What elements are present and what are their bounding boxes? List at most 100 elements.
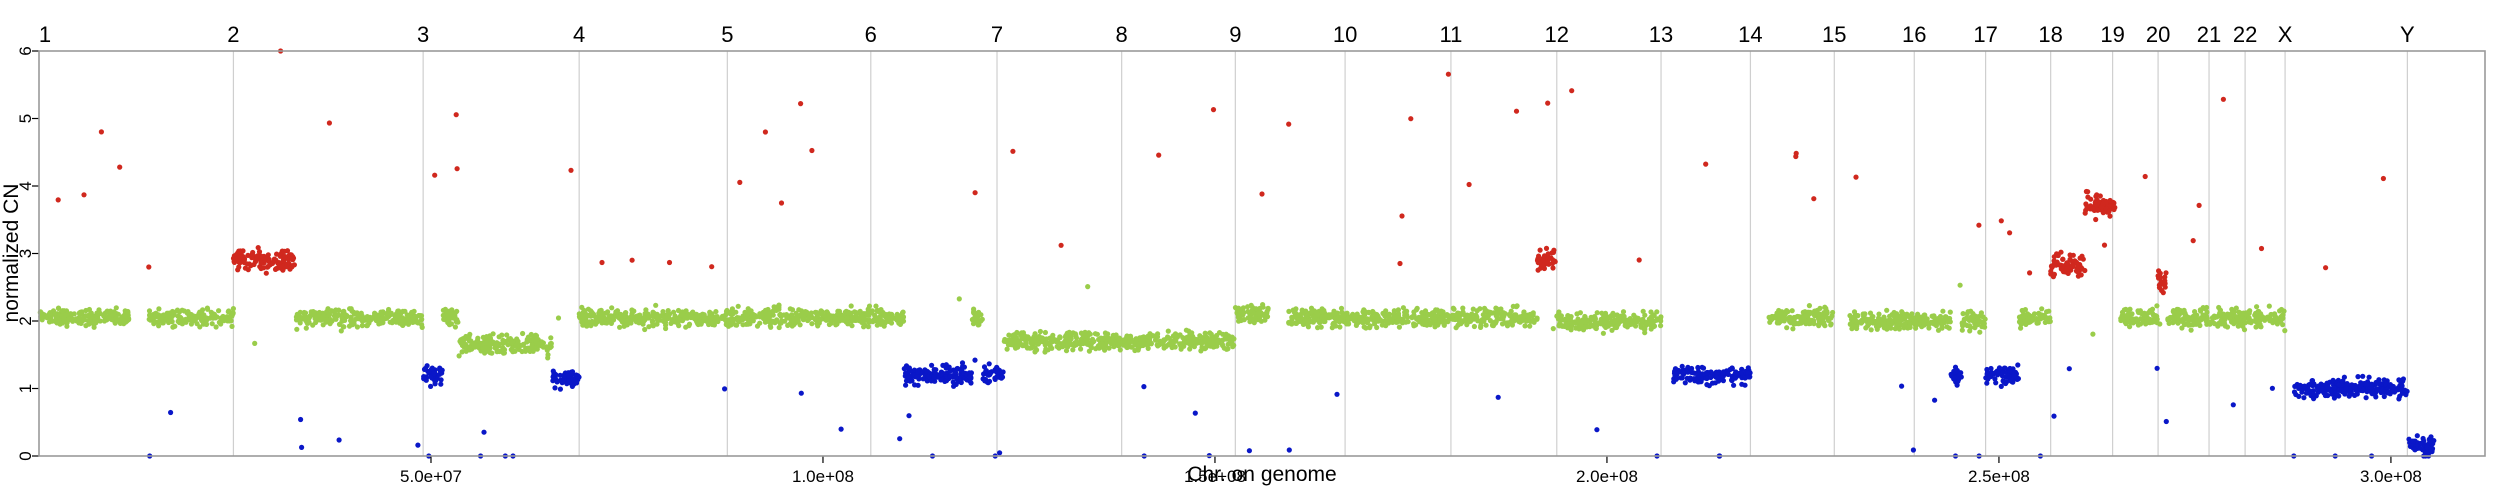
cn-point	[1884, 307, 1890, 313]
cn-point	[1351, 317, 1357, 324]
cn-point	[1562, 323, 1568, 329]
cn-point	[1425, 311, 1431, 317]
cn-point	[1729, 377, 1735, 383]
cn-point	[2107, 213, 2113, 219]
cn-point	[894, 311, 900, 317]
cn-point	[665, 310, 672, 316]
cn-point	[2138, 310, 2145, 317]
cn-point	[1700, 365, 1707, 371]
cn-point	[91, 324, 97, 330]
cn-point	[280, 258, 286, 264]
cn-point	[1610, 313, 1616, 319]
cn-point	[1603, 316, 1609, 322]
cn-point	[746, 319, 752, 325]
cn-point	[1642, 326, 1648, 332]
cn-point	[2069, 262, 2075, 268]
cn-point	[53, 315, 60, 321]
cn-point	[263, 270, 269, 276]
cn-point	[2301, 395, 2307, 401]
cn-point	[2024, 311, 2031, 317]
cn-point	[1817, 320, 1823, 326]
cn-point	[1562, 316, 1568, 322]
cn-point	[2011, 373, 2017, 379]
cn-point	[1022, 333, 1028, 339]
cn-point	[297, 320, 303, 326]
cn-point	[1080, 340, 1086, 347]
cn-point	[1960, 311, 1966, 317]
cn-point	[2051, 413, 2057, 419]
cn-point	[2080, 256, 2086, 262]
cn-point	[845, 310, 851, 316]
cn-point	[1534, 315, 1540, 321]
cn-point	[1377, 317, 1384, 323]
cn-point	[1136, 341, 1142, 347]
cn-point	[2302, 383, 2308, 389]
cn-point	[1729, 366, 1735, 372]
cn-point	[672, 319, 678, 325]
cn-point	[762, 129, 769, 135]
cn-point	[617, 324, 623, 330]
cn-point	[1445, 71, 1451, 77]
cn-point	[1977, 329, 1983, 335]
cn-point	[1209, 334, 1215, 340]
cn-point	[1063, 348, 1070, 354]
cn-point	[315, 313, 321, 319]
cn-point	[1037, 335, 1043, 341]
cn-point	[707, 311, 713, 317]
cn-point	[1262, 317, 1268, 323]
cn-point	[342, 312, 349, 318]
cn-point	[124, 313, 131, 319]
cn-point	[529, 344, 535, 350]
cn-point	[1921, 322, 1927, 328]
cn-point	[453, 112, 459, 118]
cn-point	[1961, 320, 1967, 326]
cn-point	[286, 252, 292, 259]
cn-point	[713, 309, 719, 315]
cn-point	[2278, 316, 2284, 322]
cn-point	[1545, 100, 1551, 106]
cn-point	[2224, 324, 2231, 330]
cn-point	[520, 330, 526, 337]
chromosome-label: 6	[865, 22, 877, 47]
cn-point	[1478, 319, 1484, 325]
cn-point	[2369, 381, 2375, 387]
cn-point	[778, 320, 784, 326]
cn-point	[1413, 307, 1419, 313]
cn-point	[1286, 308, 1292, 314]
cn-point	[1685, 369, 1691, 375]
cn-point	[1334, 310, 1340, 316]
cn-point	[1107, 338, 1113, 344]
cn-point	[1029, 338, 1035, 344]
cn-point	[1961, 316, 1967, 322]
cn-point	[258, 253, 264, 259]
cn-point	[1811, 196, 1817, 202]
cn-point	[2065, 265, 2071, 272]
cn-point	[338, 328, 344, 334]
cn-point	[2035, 320, 2041, 326]
cn-point	[117, 320, 123, 326]
cn-point	[1334, 391, 1340, 397]
cn-point	[1946, 325, 1952, 331]
cn-point	[55, 305, 62, 311]
cn-point	[1621, 315, 1627, 321]
chromosome-label: 10	[1333, 22, 1357, 47]
cn-point	[1105, 331, 1111, 337]
cn-point	[694, 313, 700, 319]
cn-point	[1224, 346, 1230, 352]
x-tick-label: 1.5e+08	[1184, 467, 1246, 486]
cn-point	[1286, 121, 1292, 127]
cn-point	[588, 323, 594, 329]
cn-point	[877, 318, 883, 325]
cn-point	[2406, 436, 2412, 442]
cn-point	[955, 365, 961, 372]
cn-point	[1303, 308, 1309, 314]
cn-point	[101, 318, 108, 324]
cn-point	[1382, 313, 1388, 319]
cn-point	[1207, 341, 1213, 347]
cn-point	[55, 197, 61, 203]
cn-point	[1681, 370, 1687, 376]
cn-point	[252, 340, 258, 346]
cn-point	[1450, 305, 1456, 311]
cn-point	[552, 371, 558, 377]
cn-point	[168, 409, 174, 416]
